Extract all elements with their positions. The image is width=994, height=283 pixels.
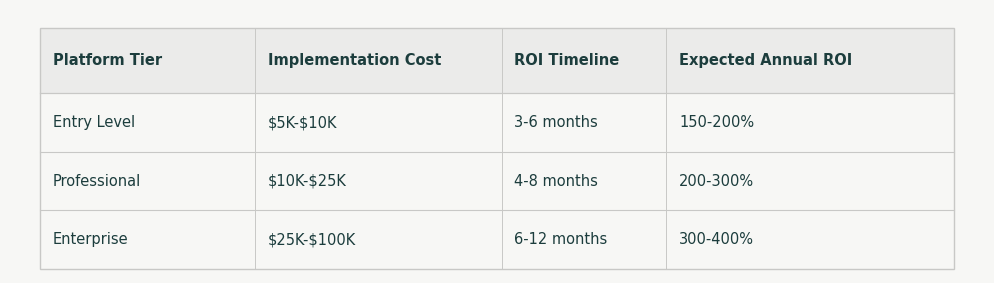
Bar	[40, 28, 954, 269]
Text: Implementation Cost: Implementation Cost	[267, 53, 441, 68]
Text: 300-400%: 300-400%	[679, 232, 754, 247]
Text: Platform Tier: Platform Tier	[53, 53, 162, 68]
Text: ROI Timeline: ROI Timeline	[515, 53, 619, 68]
Bar	[40, 93, 954, 152]
Bar	[40, 210, 954, 269]
Text: $25K-$100K: $25K-$100K	[267, 232, 356, 247]
Text: Professional: Professional	[53, 173, 141, 188]
Bar	[40, 152, 954, 210]
Text: 150-200%: 150-200%	[679, 115, 754, 130]
Text: 200-300%: 200-300%	[679, 173, 754, 188]
Text: 4-8 months: 4-8 months	[515, 173, 598, 188]
Text: 6-12 months: 6-12 months	[515, 232, 607, 247]
Text: Entry Level: Entry Level	[53, 115, 135, 130]
Text: Enterprise: Enterprise	[53, 232, 128, 247]
Text: $10K-$25K: $10K-$25K	[267, 173, 347, 188]
Text: $5K-$10K: $5K-$10K	[267, 115, 337, 130]
Text: 3-6 months: 3-6 months	[515, 115, 598, 130]
Text: Expected Annual ROI: Expected Annual ROI	[679, 53, 852, 68]
Bar	[40, 28, 954, 93]
